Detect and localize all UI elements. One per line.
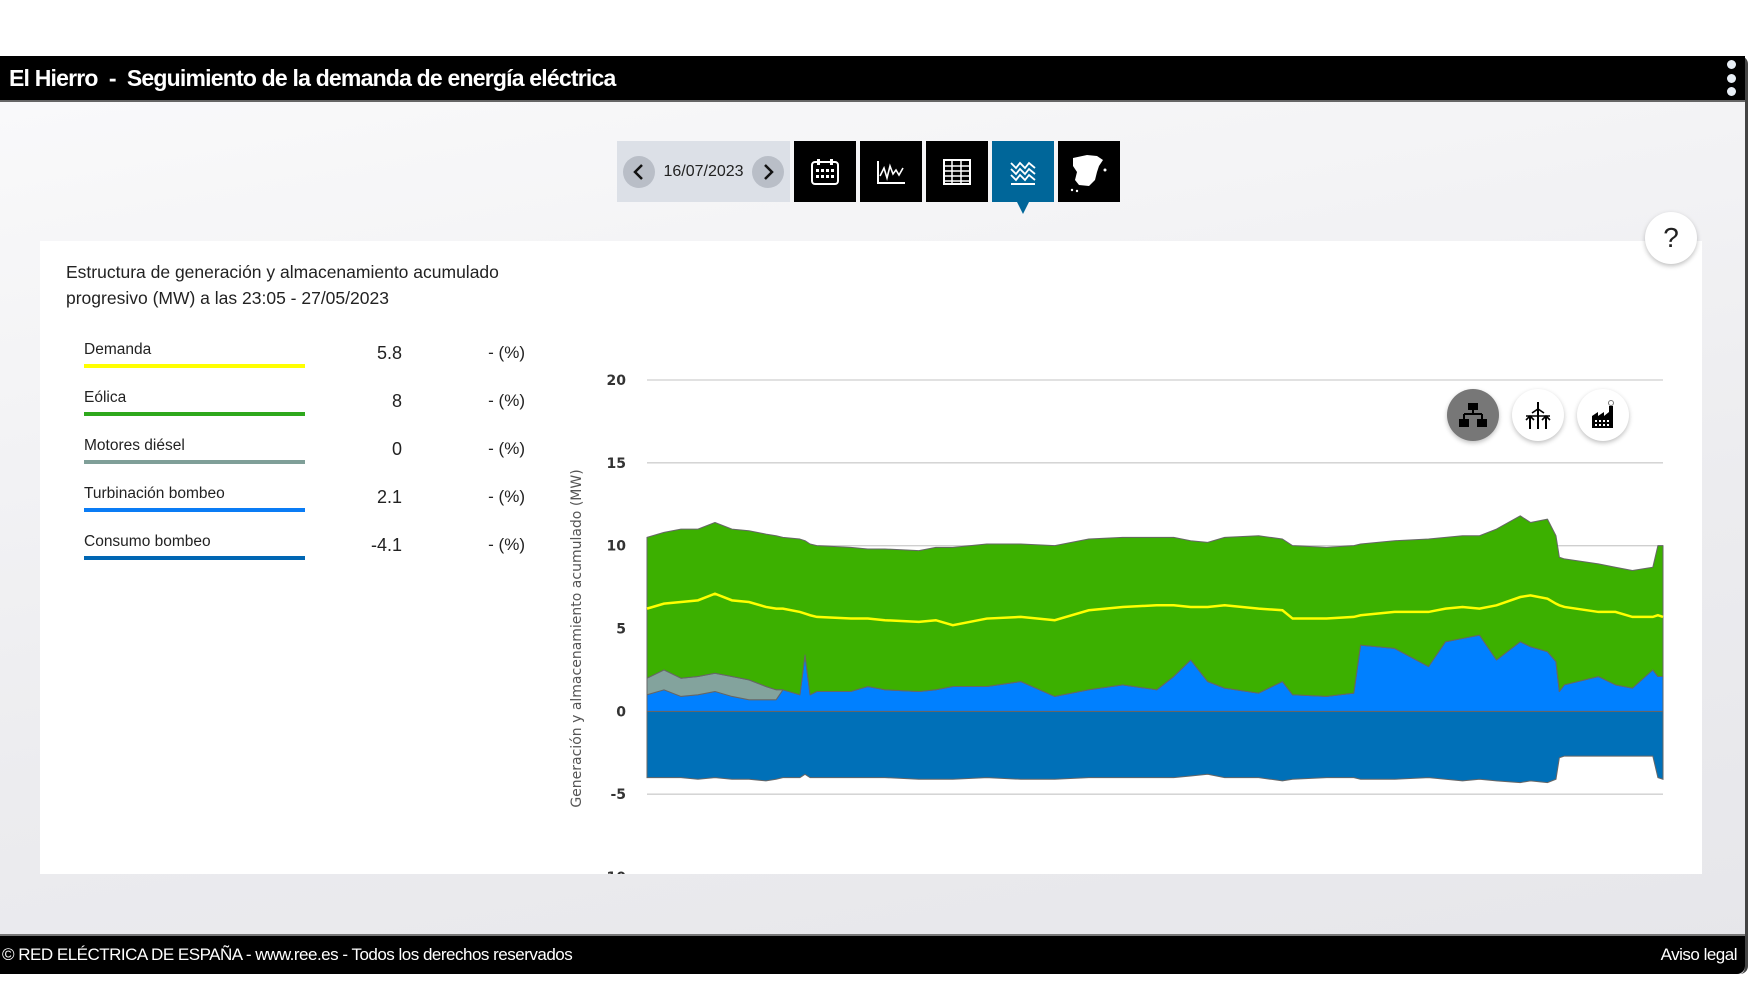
legend-label: Consumo bombeo bbox=[84, 533, 211, 550]
line-chart-view-button[interactable] bbox=[860, 141, 922, 202]
y-axis-label: Generación y almacenamiento acumulado (M… bbox=[569, 469, 585, 807]
kebab-menu-icon[interactable] bbox=[1725, 60, 1737, 96]
y-tick-label: 5 bbox=[616, 622, 626, 638]
factory-icon bbox=[1592, 400, 1614, 428]
legend-color-bar bbox=[84, 556, 305, 560]
y-tick-label: -5 bbox=[610, 787, 626, 803]
help-button[interactable]: ? bbox=[1645, 212, 1697, 264]
footer: © RED ELÉCTRICA DE ESPAÑA - www.ree.es -… bbox=[0, 934, 1745, 974]
line-demanda bbox=[646, 592, 1664, 627]
legend-row[interactable]: Turbinación bombeo 2.1 - (%) bbox=[84, 485, 525, 525]
legend-percent: - (%) bbox=[488, 439, 525, 458]
legend-color-bar bbox=[84, 508, 305, 512]
legend-percent: - (%) bbox=[488, 535, 525, 554]
legend-label: Eólica bbox=[84, 389, 127, 406]
legend-row[interactable]: Eólica 8 - (%) bbox=[84, 389, 525, 429]
map-view-button[interactable] bbox=[1058, 141, 1120, 202]
legend-value: 8 bbox=[391, 391, 402, 411]
legend-label: Turbinación bombeo bbox=[84, 485, 225, 502]
legend-row[interactable]: Motores diésel 0 - (%) bbox=[84, 437, 525, 477]
legend-row[interactable]: Demanda 5.8 - (%) bbox=[84, 341, 525, 381]
calendar-view-button[interactable] bbox=[794, 141, 856, 202]
wind-turbine-icon bbox=[1525, 402, 1551, 429]
next-date-button[interactable] bbox=[751, 155, 784, 188]
legend-percent: - (%) bbox=[488, 391, 525, 410]
legal-notice-link[interactable]: Aviso legal bbox=[1660, 945, 1738, 964]
app-window: El Hierro - Seguimiento de la demanda de… bbox=[0, 56, 1748, 974]
y-tick-label: -10 bbox=[601, 870, 627, 874]
network-view-button[interactable] bbox=[1447, 389, 1499, 441]
y-tick-label: 20 bbox=[607, 373, 627, 389]
y-tick-label: 10 bbox=[607, 539, 627, 555]
date-value[interactable]: 16/07/2023 bbox=[663, 162, 744, 180]
chart-title: Estructura de generación y almacenamient… bbox=[66, 262, 499, 308]
legend-value: 5.8 bbox=[376, 343, 402, 363]
legend-value: 0 bbox=[391, 439, 402, 459]
chart-card: Estructura de generación y almacenamient… bbox=[40, 241, 1702, 874]
area-consumo-bombeo bbox=[646, 710, 1664, 784]
chevron-right-icon bbox=[764, 163, 774, 180]
chevron-left-icon bbox=[633, 163, 643, 180]
y-tick-label: 15 bbox=[607, 456, 626, 472]
stacked-area-icon bbox=[1010, 161, 1036, 185]
spain-map-icon bbox=[1070, 154, 1107, 192]
non-renewable-view-button[interactable] bbox=[1577, 389, 1629, 441]
copyright-text: © RED ELÉCTRICA DE ESPAÑA - www.ree.es -… bbox=[2, 945, 573, 964]
stacked-area-view-button[interactable] bbox=[992, 141, 1054, 214]
line-chart-icon bbox=[877, 160, 905, 184]
legend-percent: - (%) bbox=[488, 343, 525, 362]
legend-row[interactable]: Consumo bombeo -4.1 - (%) bbox=[84, 533, 525, 573]
prev-date-button[interactable] bbox=[623, 155, 655, 188]
legend-value: -4.1 bbox=[370, 535, 402, 555]
calendar-icon bbox=[811, 158, 839, 185]
date-selector: 16/07/2023 bbox=[617, 141, 790, 202]
legend-label: Motores diésel bbox=[84, 437, 185, 454]
legend-label: Demanda bbox=[84, 341, 152, 358]
y-tick-label: 0 bbox=[616, 704, 626, 720]
page-title: El Hierro - Seguimiento de la demanda de… bbox=[9, 65, 616, 91]
stacked-area-chart: 20151050-5-10212301030507091113151719212… bbox=[569, 373, 1664, 874]
renewable-view-button[interactable] bbox=[1512, 389, 1564, 441]
table-icon bbox=[943, 158, 971, 185]
legend-percent: - (%) bbox=[488, 487, 525, 506]
view-toolbar: 16/07/2023 bbox=[617, 141, 1120, 214]
legend-color-bar bbox=[84, 364, 305, 368]
network-icon bbox=[1459, 403, 1487, 427]
legend-color-bar bbox=[84, 412, 305, 416]
legend-value: 2.1 bbox=[376, 487, 402, 507]
table-view-button[interactable] bbox=[926, 141, 988, 202]
header-bar: El Hierro - Seguimiento de la demanda de… bbox=[0, 56, 1745, 102]
legend-color-bar bbox=[84, 460, 305, 464]
